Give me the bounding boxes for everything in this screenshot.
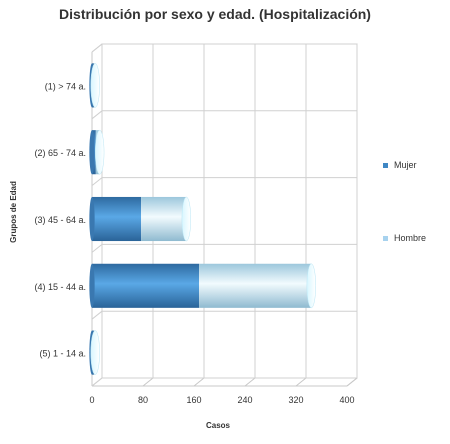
bar-mujer [92,196,142,242]
floor-grid-line [193,377,205,387]
bar-end-cap [90,63,100,108]
legend: Mujer Hombre [383,160,426,243]
x-axis-title: Casos [206,421,231,430]
legend-swatch-hombre [383,236,388,241]
category-label: (3) 45 - 64 a. [34,215,86,225]
x-tick-label: 0 [89,395,94,405]
legend-label-mujer: Mujer [394,160,417,170]
bars [89,63,316,375]
floor-grid-line [295,377,307,387]
bar-start-cap [89,196,95,242]
floor-grid-line [346,377,358,387]
bar-end-cap [306,263,316,309]
category-label: (4) 15 - 44 a. [34,282,86,292]
bar-start-cap [89,263,95,308]
floor-grid-line [244,377,256,387]
bar-end-cap [181,196,192,242]
x-tick-label: 320 [288,395,303,405]
legend-label-hombre: Hombre [394,233,426,243]
category-label: (5) 1 - 14 a. [39,349,86,359]
left-wall-grid-line [91,310,103,320]
x-tick-label: 160 [186,395,201,405]
axis-labels: 0 80 160 240 320 400 (1) > 74 a. (2) 65 - 74 a.… [9,81,355,430]
chart-title: Distribución por sexo y edad. (Hospitali… [59,6,371,22]
x-tick-label: 240 [237,395,252,405]
x-tick-label: 400 [339,395,354,405]
bar-hombre [199,263,312,308]
bar-hombre [141,196,187,242]
bar-end-cap [94,129,105,175]
left-wall-grid-line [91,377,103,387]
category-label: (1) > 74 a. [45,81,86,91]
left-wall-grid-line [91,177,103,186]
y-axis-title: Grupos de Edad [9,181,18,243]
bar-mujer [92,263,200,308]
legend-swatch-mujer [383,163,388,168]
bar-start-cap [89,130,95,175]
left-wall-grid-line [91,244,103,253]
floor-grid-line [142,377,154,387]
left-wall-grid-line [91,110,103,120]
category-label: (2) 65 - 74 a. [34,148,86,158]
x-tick-label: 80 [138,395,148,405]
bar-end-cap [90,330,100,375]
left-wall-grid-line [91,43,103,53]
grid [91,43,358,387]
